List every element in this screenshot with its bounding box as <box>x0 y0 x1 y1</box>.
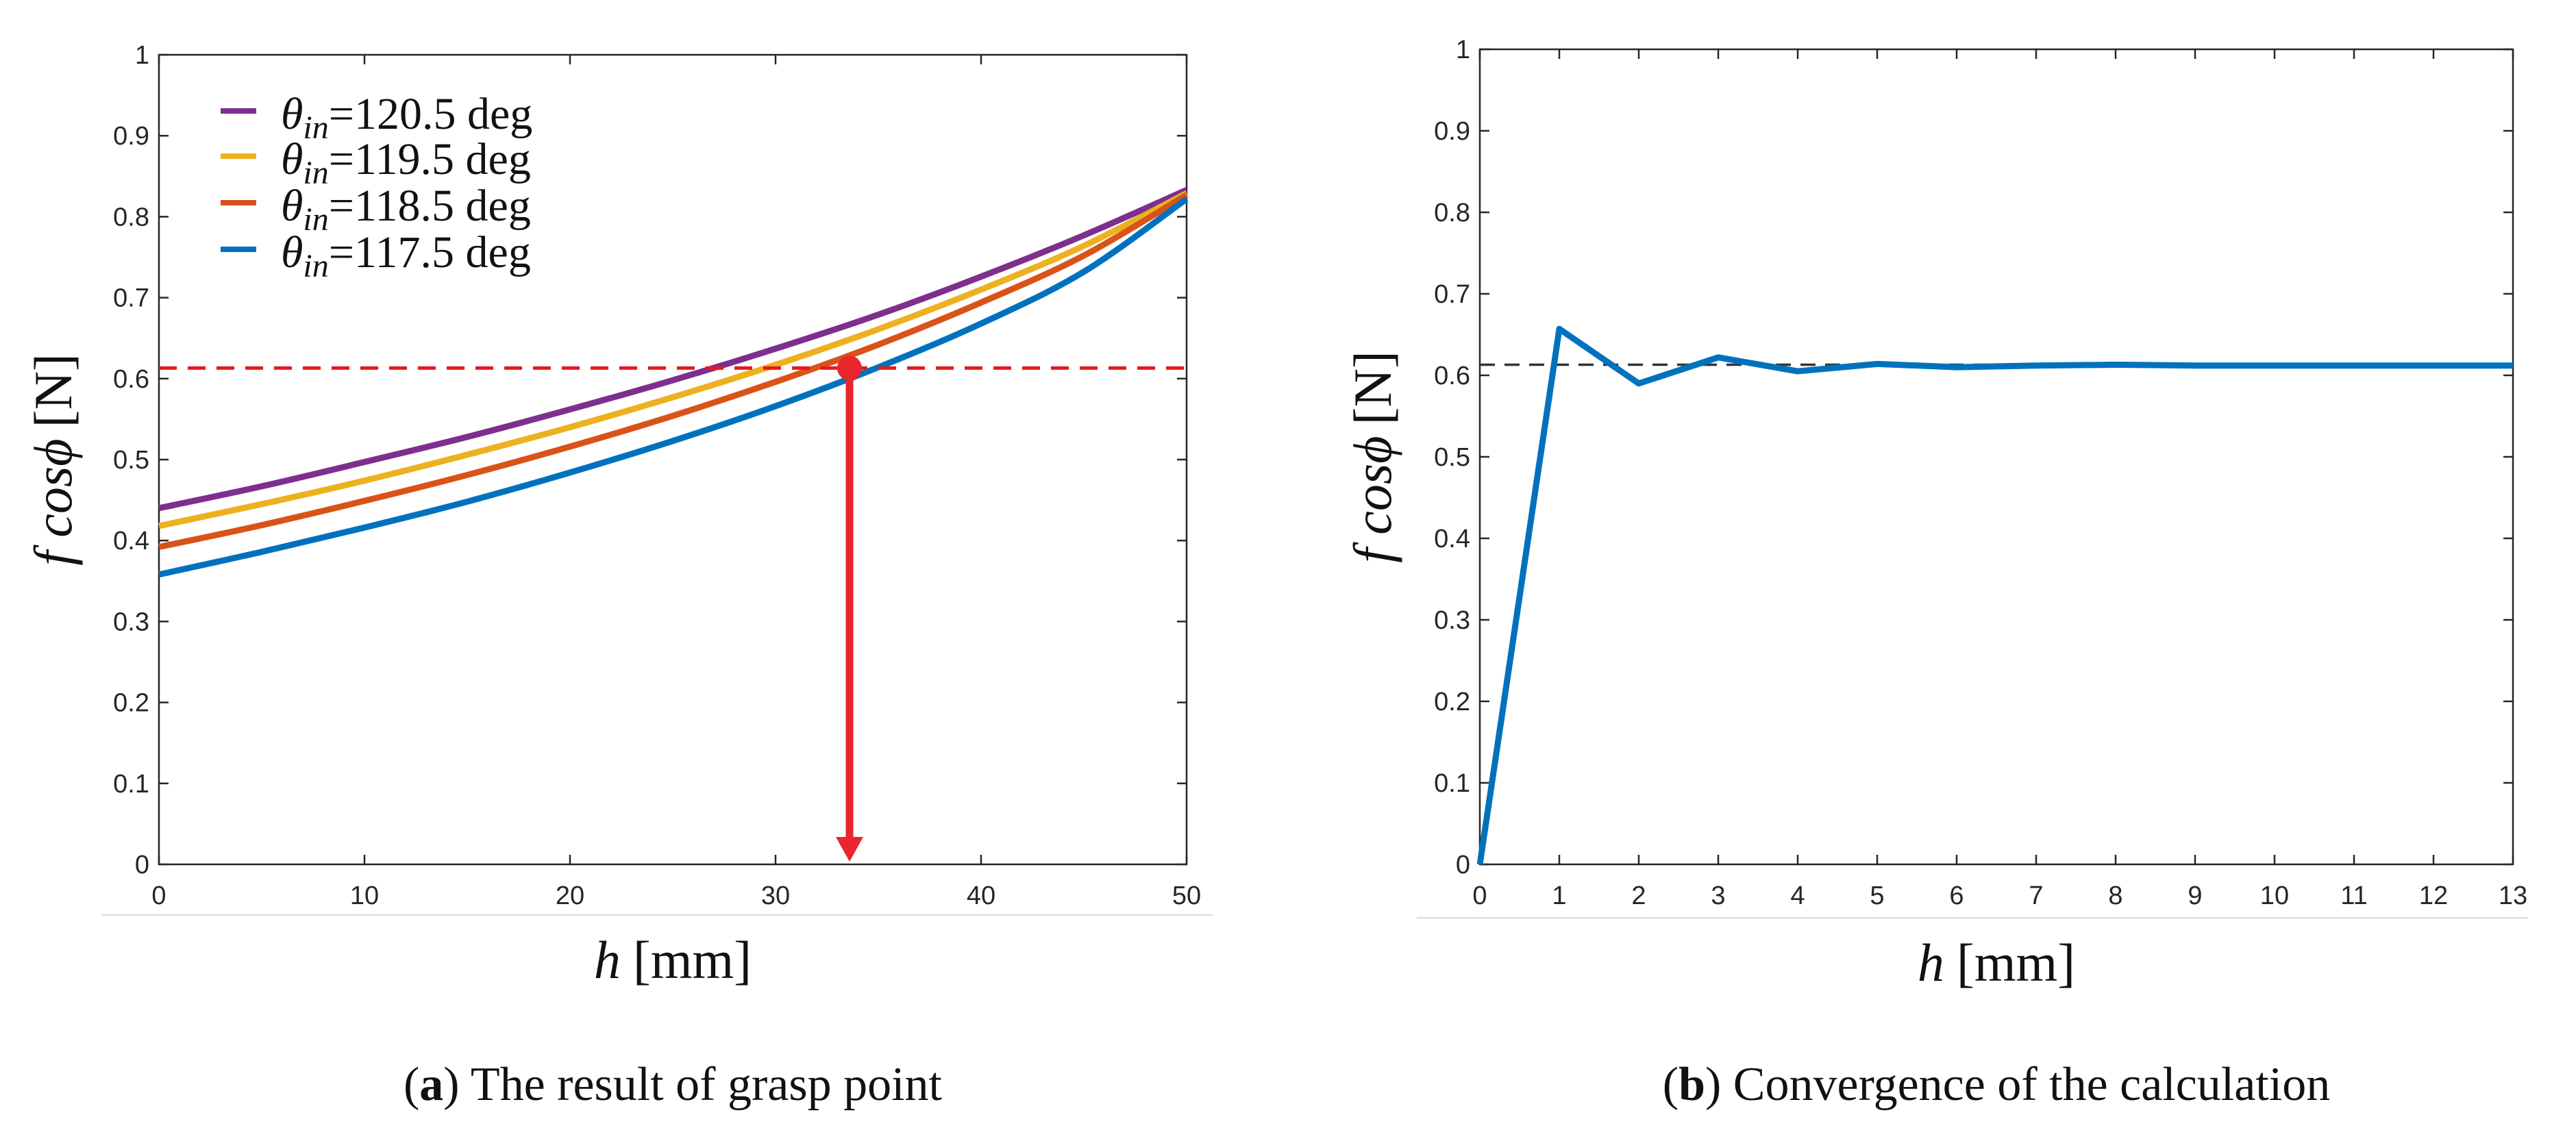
panel-a-x-axis-title: h [mm] <box>594 930 752 990</box>
legend-entry-2: θin=118.5 deg <box>221 181 531 238</box>
panel-b-y-tick-label: 0.1 <box>1434 769 1470 798</box>
panel-b-x-tick-label: 13 <box>2499 881 2527 910</box>
panel-a-y-axis-title: f cosϕ[N] <box>23 353 83 566</box>
panel-a-x-tick-label: 30 <box>761 881 790 910</box>
legend-entry-1: θin=119.5 deg <box>221 134 531 191</box>
panel-b-caption: (b) Convergence of the calculation <box>1663 1058 2330 1111</box>
panel-a-y-tick-label: 0.3 <box>113 608 149 636</box>
panel-b-x-tick-label: 3 <box>1711 881 1725 910</box>
panel-a-y-tick-label: 0 <box>135 851 149 879</box>
panel-a-arrow-head <box>836 837 863 862</box>
panel-a-series <box>158 187 1189 578</box>
panel-b-y-tick-label: 1 <box>1456 36 1470 64</box>
panel-b-y-tick-label: 0.8 <box>1434 199 1470 227</box>
panel-b-x-tick-label: 2 <box>1631 881 1646 910</box>
panel-a-y-tick-label: 1 <box>135 41 149 70</box>
panel-a-y-tick-label: 0.2 <box>113 689 149 718</box>
panel-a-grasp-point <box>837 355 862 381</box>
panel-a-plot-area <box>158 53 1188 866</box>
legend-label-0: θin=120.5 deg <box>281 89 532 146</box>
panel-a-y-tick-label: 0.9 <box>113 122 149 151</box>
panel-a-y-tick-label: 0.7 <box>113 284 149 313</box>
panel-b-y-ticks: 0 0.1 0.2 0.3 0.4 0.5 0.6 0.7 0.8 0.9 1 <box>1434 36 2513 879</box>
panel-b-y-tick-label: 0.2 <box>1434 688 1470 716</box>
panel-a-y-tick-label: 0.6 <box>113 365 149 394</box>
panel-a-x-ticks: 0 10 20 30 40 50 <box>151 55 1201 910</box>
panel-b-x-tick-label: 12 <box>2419 881 2448 910</box>
legend-label-1: θin=119.5 deg <box>281 134 531 191</box>
legend-label-2: θin=118.5 deg <box>281 181 531 238</box>
panel-b-x-axis-title: h [mm] <box>1918 933 2075 992</box>
panel-a-y-tick-label: 0.4 <box>113 527 149 555</box>
panel-a-x-tick-label: 40 <box>967 881 995 910</box>
panel-a-x-tick-label: 10 <box>350 881 379 910</box>
panel-b-x-tick-label: 9 <box>2188 881 2202 910</box>
panel-b-y-axis-title: f cosϕ[N] <box>1343 351 1402 563</box>
panel-b-y-tick-label: 0.4 <box>1434 525 1470 553</box>
panel-a-caption: (a) The result of grasp point <box>404 1058 943 1111</box>
legend-entry-0: θin=120.5 deg <box>221 89 532 146</box>
panel-a-series-line-0 <box>158 187 1188 512</box>
panel-a-series-line-1 <box>158 190 1189 529</box>
panel-b-y-tick-label: 0.5 <box>1434 443 1470 472</box>
panel-b-y-tick-label: 0.7 <box>1434 280 1470 309</box>
panel-b-series-line-0 <box>1476 325 2513 865</box>
panel-a-y-tick-label: 0.5 <box>113 446 149 475</box>
panel-b-x-tick-label: 6 <box>1949 881 1964 910</box>
panel-a-x-tick-label: 50 <box>1172 881 1201 910</box>
panel-a-x-tick-label: 20 <box>556 881 584 910</box>
panel-b-plot-area <box>1478 48 2514 866</box>
panel-b-y-tick-label: 0.6 <box>1434 362 1470 390</box>
panel-b-x-tick-label: 0 <box>1472 881 1487 910</box>
panel-a-y-ticks: 0 0.1 0.2 0.3 0.4 0.5 0.6 0.7 0.8 0.9 1 <box>113 41 1187 879</box>
panel-a-y-tick-label: 0.1 <box>113 770 149 799</box>
panel-a-legend: θin=120.5 deg θin=119.5 deg θin=118.5 de… <box>221 89 532 284</box>
legend-entry-3: θin=117.5 deg <box>221 227 531 284</box>
panel-a-series-line-3 <box>158 196 1189 578</box>
panel-b-y-tick-label: 0 <box>1456 851 1470 879</box>
panel-a-y-tick-label: 0.8 <box>113 203 149 232</box>
panel-b-series <box>1476 325 2513 865</box>
panel-b-x-tick-label: 5 <box>1870 881 1884 910</box>
panel-b-x-tick-label: 1 <box>1552 881 1566 910</box>
legend-label-3: θin=117.5 deg <box>281 227 531 284</box>
panel-a-x-tick-label: 0 <box>151 881 166 910</box>
panel-b-y-tick-label: 0.3 <box>1434 606 1470 635</box>
panel-b-y-tick-label: 0.9 <box>1434 117 1470 146</box>
panel-b-x-tick-label: 7 <box>2029 881 2043 910</box>
panel-b-x-tick-label: 4 <box>1790 881 1805 910</box>
panel-b-x-tick-label: 8 <box>2108 881 2122 910</box>
panel-a-series-line-2 <box>158 192 1189 551</box>
panel-a: 0 0.1 0.2 0.3 0.4 0.5 0.6 0.7 0.8 0.9 1 0 10 20 30 40 5… <box>23 41 1213 1111</box>
panel-b-x-tick-label: 11 <box>2340 881 2367 910</box>
panel-b-x-tick-label: 10 <box>2260 881 2289 910</box>
panel-b-x-ticks: 0 1 2 3 4 5 6 7 8 9 10 11 12 13 <box>1472 49 2527 910</box>
